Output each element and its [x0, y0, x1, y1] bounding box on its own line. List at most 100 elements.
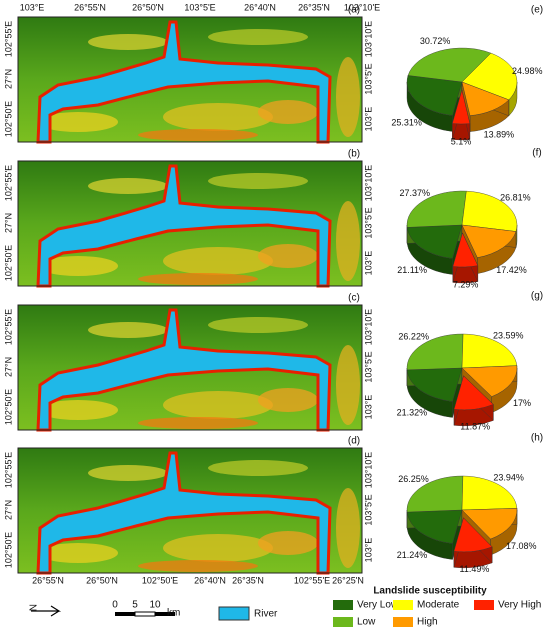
panel-label: (h) — [531, 433, 543, 444]
top-coord-label: 26°35'N — [298, 2, 330, 12]
top-coord-label: 26°50'N — [132, 2, 164, 12]
terrain-patch — [163, 534, 273, 562]
lat-label: 27°N — [3, 500, 13, 520]
map — [18, 161, 362, 286]
bottom-coord-label: 26°25'N — [332, 575, 364, 585]
lon-label: 103°10'E — [363, 165, 373, 201]
lon-label: 103°E — [363, 251, 373, 276]
terrain-patch — [88, 465, 168, 481]
lon-label: 103°E — [363, 395, 373, 420]
terrain-patch — [163, 391, 273, 419]
pie-value-label: 21.24% — [397, 550, 428, 560]
terrain-patch — [258, 531, 318, 555]
panel-label: (c) — [348, 293, 360, 304]
terrain-patch — [336, 345, 360, 425]
lon-label: 103°10'E — [363, 309, 373, 345]
pie-value-label: 5.1% — [451, 137, 472, 147]
lat-label: 27°N — [3, 69, 13, 89]
lat-label: 102°50'E — [3, 532, 13, 568]
lat-label: 102°50'E — [3, 101, 13, 137]
pie-value-label: 21.32% — [397, 408, 428, 418]
map — [18, 17, 362, 142]
terrain-patch — [163, 247, 273, 275]
lon-label: 103°10'E — [363, 452, 373, 488]
pie-value-label: 7.29% — [453, 280, 479, 290]
bottom-coord-label: 26°50'N — [86, 575, 118, 585]
legend-label: Very High — [498, 600, 541, 611]
pie-value-label: 26.81% — [500, 193, 531, 203]
legend-swatch — [393, 600, 413, 610]
terrain-patch — [163, 103, 273, 131]
legend-label: High — [417, 617, 438, 628]
pie-value-label: 11.87% — [460, 422, 490, 432]
panel-label: (e) — [531, 5, 543, 16]
scale-label: 0 — [112, 600, 118, 611]
map — [18, 448, 362, 573]
panel-label: (f) — [532, 148, 541, 159]
lon-label: 103°10'E — [363, 21, 373, 57]
bottom-coord-label: 102°50'E — [142, 575, 178, 585]
lon-label: 103°5'E — [363, 63, 373, 94]
terrain-patch — [208, 29, 308, 45]
legend-swatch — [333, 617, 353, 627]
terrain-patch — [258, 388, 318, 412]
pie-value-label: 24.98% — [512, 66, 543, 76]
legend-label: Low — [357, 617, 376, 628]
legend-label: Moderate — [417, 600, 460, 611]
scale-bar — [135, 612, 155, 616]
lon-label: 103°5'E — [363, 207, 373, 238]
north-label: N — [26, 604, 37, 611]
bottom-coord-label: 102°55'E — [294, 575, 330, 585]
terrain-patch — [258, 244, 318, 268]
pie-value-label: 11.49% — [460, 564, 490, 574]
bottom-coord-label: 26°55'N — [32, 575, 64, 585]
terrain-patch — [138, 560, 258, 572]
terrain-patch — [138, 129, 258, 141]
terrain-patch — [138, 273, 258, 285]
map — [18, 305, 362, 430]
panel-label: (d) — [348, 436, 360, 447]
top-coord-label: 103°10'E — [344, 2, 380, 12]
terrain-patch — [336, 488, 360, 568]
legend-title: Landslide susceptibility — [373, 586, 487, 597]
river-swatch — [219, 607, 249, 620]
pie-value-label: 30.72% — [420, 36, 451, 46]
lat-label: 27°N — [3, 213, 13, 233]
legend-swatch — [474, 600, 494, 610]
pie-value-label: 26.22% — [398, 332, 429, 342]
panel-label: (g) — [531, 291, 543, 302]
pie-value-label: 23.59% — [493, 330, 524, 340]
lon-label: 103°5'E — [363, 351, 373, 382]
top-coord-label: 103°5'E — [184, 2, 215, 12]
terrain-patch — [258, 100, 318, 124]
lat-label: 102°50'E — [3, 245, 13, 281]
terrain-patch — [208, 317, 308, 333]
scale-bar — [115, 612, 135, 616]
terrain-patch — [208, 460, 308, 476]
terrain-patch — [88, 34, 168, 50]
scale-label: 5 — [132, 600, 138, 611]
lat-label: 102°55'E — [3, 21, 13, 57]
terrain-patch — [88, 322, 168, 338]
terrain-patch — [336, 201, 360, 281]
scale-unit: km — [167, 608, 180, 619]
panel-label: (b) — [348, 149, 360, 160]
pie-value-label: 26.25% — [398, 474, 429, 484]
lat-label: 102°55'E — [3, 165, 13, 201]
terrain-patch — [208, 173, 308, 189]
pie-value-label: 25.31% — [391, 117, 422, 127]
lat-label: 102°55'E — [3, 309, 13, 345]
scale-label: 10 — [149, 600, 161, 611]
legend-swatch — [333, 600, 353, 610]
lon-label: 103°5'E — [363, 494, 373, 525]
pie-value-label: 23.94% — [493, 473, 524, 483]
pie-value-label: 27.37% — [400, 188, 431, 198]
bottom-coord-label: 26°40'N — [194, 575, 226, 585]
bottom-coord-label: 26°35'N — [232, 575, 264, 585]
pie-value-label: 21.11% — [397, 265, 427, 275]
lat-label: 102°50'E — [3, 389, 13, 425]
pie-value-label: 17.08% — [506, 541, 537, 551]
pie-value-label: 17% — [513, 398, 531, 408]
lat-label: 27°N — [3, 357, 13, 377]
